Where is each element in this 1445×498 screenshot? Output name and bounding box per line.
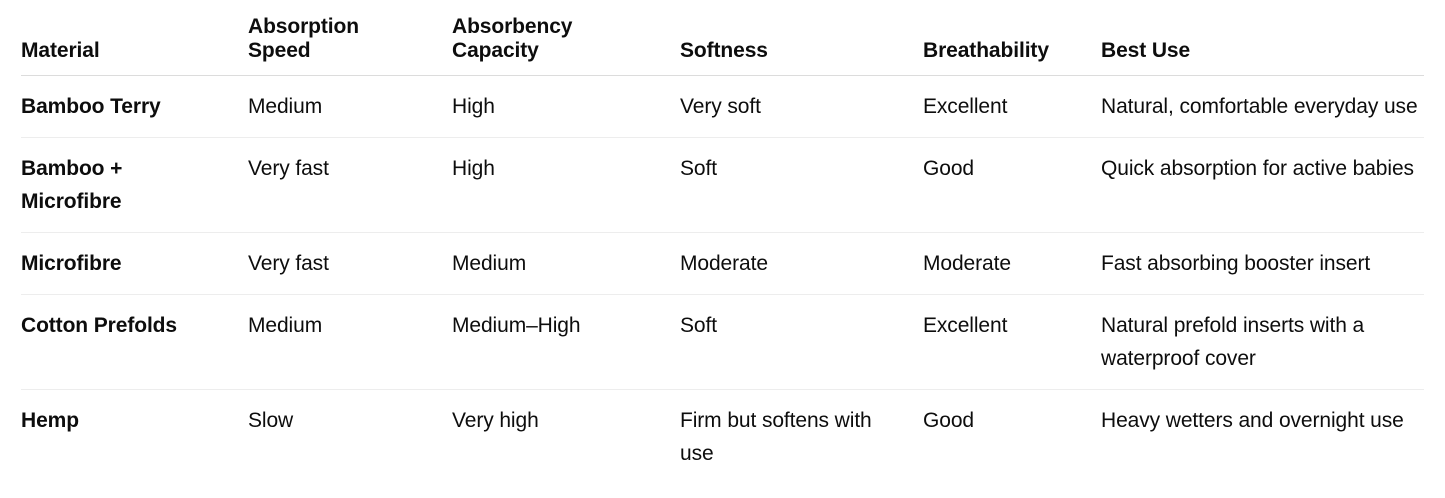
table-cell-softness: Firm but softens with use <box>680 409 872 465</box>
column-header-breathability: Breathability <box>923 0 1101 76</box>
table-header: Material Absorption Speed Absorbency Capac… <box>21 0 1424 76</box>
header-row: Material Absorption Speed Absorbency Capac… <box>21 0 1424 76</box>
table-cell-best-use: Quick absorption for active babies <box>1101 137 1424 233</box>
materials-comparison-table: Material Absorption Speed Absorbency Capac… <box>21 0 1424 484</box>
table-cell-absorption-speed: Medium <box>248 75 452 138</box>
table-cell-breathability: Excellent <box>923 75 1101 138</box>
table-cell-absorbency-capacity: High <box>452 137 680 233</box>
table-row-bamboo-microfibre: Bamboo + Microfibre Very fast High Soft Good… <box>21 137 1424 233</box>
table-cell-softness: Soft <box>680 294 923 390</box>
table-row-hemp: Hemp Slow Very high Firm but softens with u… <box>21 390 1424 485</box>
table-row-bamboo-terry: Bamboo Terry Medium High Very soft Excellent… <box>21 75 1424 138</box>
table-cell-absorption-speed: Medium <box>248 294 452 390</box>
material-name-cell: Microfibre <box>21 232 248 295</box>
material-name-cell: Cotton Prefolds <box>21 294 248 390</box>
table-cell-absorbency-capacity: Medium <box>452 232 680 295</box>
table-cell-absorbency-capacity: Very high <box>452 409 539 432</box>
column-header-absorption-speed: Absorption Speed <box>248 0 452 76</box>
table-cell-absorption-speed: Very fast <box>248 232 452 295</box>
table-cell-breathability: Excellent <box>923 294 1101 390</box>
table-cell-softness: Moderate <box>680 232 923 295</box>
column-header-absorbency-capacity: Absorbency Capacity <box>452 0 680 76</box>
table-cell-breathability: Good <box>923 409 974 432</box>
table-cell-best-use: Natural prefold inserts with a waterproo… <box>1101 294 1424 390</box>
table-cell-softness: Very soft <box>680 75 923 138</box>
table-cell-absorption-speed: Slow <box>248 409 294 432</box>
table-row-cotton-prefolds: Cotton Prefolds Medium Medium–High Soft Exce… <box>21 294 1424 390</box>
table-container: Material Absorption Speed Absorbency Capac… <box>21 0 1424 484</box>
material-name-cell: Hemp <box>21 409 79 432</box>
table-body: Bamboo Terry Medium High Very soft Excellent… <box>21 75 1424 485</box>
table-cell-best-use: Fast absorbing booster insert <box>1101 232 1424 295</box>
table-cell-absorption-speed: Very fast <box>248 137 452 233</box>
material-name-cell: Bamboo Terry <box>21 75 248 138</box>
column-header-material: Material <box>21 0 248 76</box>
table-cell-softness: Soft <box>680 137 923 233</box>
table-cell-absorbency-capacity: High <box>452 75 680 138</box>
column-header-best-use: Best Use <box>1101 0 1424 76</box>
table-cell-best-use: Heavy wetters and overnight use <box>1101 409 1404 432</box>
material-name-cell: Bamboo + Microfibre <box>21 137 248 233</box>
table-row-microfibre: Microfibre Very fast Medium Moderate Moderat… <box>21 232 1424 295</box>
table-cell-breathability: Moderate <box>923 232 1101 295</box>
table-cell-breathability: Good <box>923 137 1101 233</box>
column-header-softness: Softness <box>680 0 923 76</box>
table-cell-best-use: Natural, comfortable everyday use <box>1101 75 1424 138</box>
table-cell-absorbency-capacity: Medium–High <box>452 294 680 390</box>
